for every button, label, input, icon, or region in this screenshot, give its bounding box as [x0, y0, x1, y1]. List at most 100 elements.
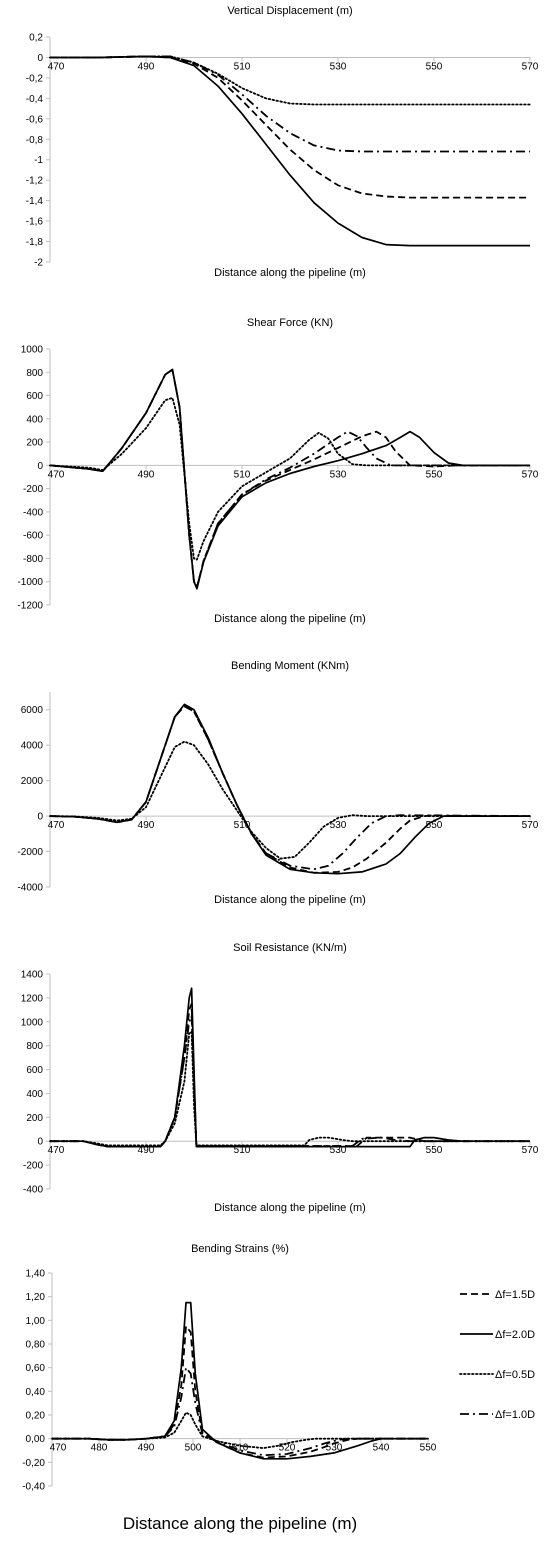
- y-tick-label: -0,40: [22, 1482, 45, 1493]
- y-tick-label: 800: [26, 368, 43, 379]
- y-tick-label: -1000: [17, 577, 43, 588]
- chart-panel-4: Soil Resistance (KN/m) 1400 1200 1000 800 600…: [21, 942, 539, 1214]
- y-tick-label: 600: [26, 1065, 43, 1076]
- y-tick-label: -1: [34, 155, 43, 166]
- x-tick-label: 500: [185, 1443, 202, 1454]
- y-tick-label: 0: [37, 812, 43, 823]
- x-tick-label: 510: [234, 820, 251, 831]
- x-tick-label: 530: [326, 1443, 343, 1454]
- series-line-df05: [49, 397, 531, 561]
- x-tick-label: 490: [138, 1443, 155, 1454]
- series-line-df20: [50, 55, 530, 247]
- x-tick-label: 550: [420, 1443, 437, 1454]
- x-tick-label: 550: [426, 61, 443, 72]
- y-tick-label: -1200: [17, 601, 43, 612]
- x-tick-label: 490: [138, 469, 155, 480]
- series-line-df10: [49, 705, 531, 871]
- chart-panel-1: Vertical Displacement (m) 0,2 0 -0,2 -0,4 -0,…: [26, 5, 539, 279]
- series-line-df10: [50, 1014, 530, 1148]
- x-tick-label: 570: [522, 469, 539, 480]
- series-line-df15: [50, 55, 530, 199]
- y-tick-label: 200: [26, 438, 43, 449]
- x-tick-label: 570: [522, 1145, 539, 1156]
- x-tick-label: 520: [279, 1443, 296, 1454]
- y-tick-label: 0,00: [26, 1434, 46, 1445]
- y-tick-label: -200: [23, 1161, 43, 1172]
- legend-label-df10: Δf=1.0D: [495, 1409, 535, 1421]
- series-line-df20: [49, 703, 530, 875]
- x-tick-label: 490: [138, 61, 155, 72]
- y-tick-label: 1200: [21, 993, 44, 1004]
- y-tick-label: 6000: [21, 705, 44, 716]
- x-tick-label: 510: [232, 1443, 249, 1454]
- series-line-df05: [49, 740, 531, 860]
- y-tick-label: 0,20: [26, 1411, 46, 1422]
- chart-title: Bending Strains (%): [191, 1243, 289, 1255]
- series-line-df15: [50, 1003, 530, 1148]
- series-line-df05: [49, 1030, 531, 1147]
- y-tick-label: 600: [26, 391, 43, 402]
- legend-label-df05: Δf=0.5D: [495, 1369, 535, 1381]
- y-tick-label: -1,2: [26, 176, 44, 187]
- legend: Δf=1.5D Δf=2.0D Δf=0.5D Δf=1.0D: [459, 1289, 535, 1421]
- y-tick-label: 1000: [21, 1017, 44, 1028]
- series-line-df15: [49, 369, 530, 589]
- series-line-df20: [50, 987, 530, 1148]
- x-tick-label: 470: [48, 820, 65, 831]
- x-tick-label: 510: [234, 469, 251, 480]
- x-axis-label: Distance along the pipeline (m): [214, 613, 366, 625]
- y-tick-label: 0,60: [26, 1363, 46, 1374]
- x-tick-label: 480: [91, 1443, 108, 1454]
- y-tick-label: 0,40: [26, 1387, 46, 1398]
- y-tick-label: -0,20: [22, 1458, 45, 1469]
- y-tick-label: -200: [23, 484, 43, 495]
- y-tick-label: -1,4: [26, 196, 44, 207]
- chart-title: Shear Force (KN): [247, 317, 333, 329]
- x-tick-label: 550: [426, 469, 443, 480]
- chart-title: Vertical Displacement (m): [227, 5, 352, 17]
- y-tick-label: -1,8: [26, 237, 44, 248]
- y-tick-label: 4000: [21, 741, 44, 752]
- x-tick-label: 470: [48, 469, 65, 480]
- y-tick-label: 200: [26, 1113, 43, 1124]
- y-tick-label: 0: [37, 1137, 43, 1148]
- y-tick-label: -1,6: [26, 217, 44, 228]
- y-tick-label: 2000: [21, 776, 44, 787]
- x-tick-label: 530: [330, 61, 347, 72]
- y-tick-label: -400: [23, 507, 43, 518]
- series-line-df15: [49, 705, 530, 874]
- x-tick-label: 540: [373, 1443, 390, 1454]
- chart-panel-3: Bending Moment (KNm) 6000 4000 2000 0 -2000 -4…: [17, 660, 538, 906]
- y-tick-label: -0,8: [26, 135, 44, 146]
- y-tick-label: 1,20: [26, 1292, 46, 1303]
- y-tick-label: -800: [23, 554, 43, 565]
- x-tick-label: 570: [522, 61, 539, 72]
- y-tick-label: -0,2: [26, 73, 44, 84]
- x-tick-label: 550: [426, 1145, 443, 1156]
- x-axis-label: Distance along the pipeline (m): [123, 1514, 357, 1533]
- y-tick-label: 400: [26, 414, 43, 425]
- y-tick-label: 1000: [21, 345, 44, 356]
- y-tick-label: -0,4: [26, 94, 44, 105]
- y-tick-label: -2: [34, 258, 43, 269]
- y-tick-label: 400: [26, 1089, 43, 1100]
- series-line-df20: [52, 1301, 428, 1460]
- x-tick-label: 470: [48, 61, 65, 72]
- series-line-df10: [49, 369, 530, 589]
- legend-label-df20: Δf=2.0D: [495, 1329, 535, 1341]
- x-tick-label: 530: [330, 1145, 347, 1156]
- series-line-df10: [52, 1366, 428, 1457]
- y-tick-label: -2000: [17, 847, 43, 858]
- y-tick-label: -600: [23, 531, 43, 542]
- series-line-df20: [49, 368, 530, 590]
- chart-title: Bending Moment (KNm): [231, 660, 349, 672]
- series-line-df05: [49, 55, 531, 106]
- legend-label-df15: Δf=1.5D: [495, 1289, 535, 1301]
- x-axis-label: Distance along the pipeline (m): [214, 1202, 366, 1214]
- x-tick-label: 510: [234, 1145, 251, 1156]
- x-tick-label: 570: [522, 820, 539, 831]
- y-tick-label: 1,40: [26, 1269, 46, 1280]
- y-tick-label: -0,6: [26, 114, 44, 125]
- x-tick-label: 490: [138, 1145, 155, 1156]
